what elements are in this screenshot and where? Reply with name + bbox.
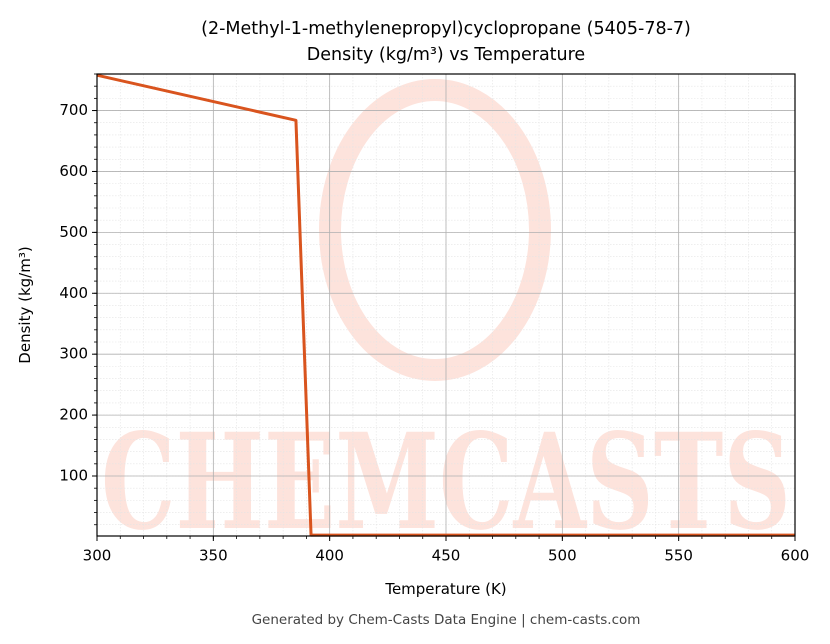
x-tick-label: 500 <box>548 547 577 565</box>
y-tick-label: 100 <box>59 467 88 485</box>
chart-subtitle: Density (kg/m³) vs Temperature <box>307 45 585 65</box>
data-line <box>96 73 795 537</box>
x-tick-label: 450 <box>432 547 461 565</box>
y-axis-label: Density (kg/m³) <box>16 246 34 363</box>
x-tick-label: 600 <box>781 547 810 565</box>
x-tick-label: 300 <box>83 547 112 565</box>
y-tick-label: 700 <box>59 101 88 119</box>
y-tick-label: 200 <box>59 406 88 424</box>
x-tick-label: 350 <box>199 547 228 565</box>
plot-frame <box>96 73 796 537</box>
x-tick-label: 550 <box>664 547 693 565</box>
y-tick-label: 500 <box>59 223 88 241</box>
y-tick-label: 600 <box>59 162 88 180</box>
y-tick-label: 400 <box>59 284 88 302</box>
x-axis-label: Temperature (K) <box>384 580 506 598</box>
x-tick-label: 400 <box>315 547 344 565</box>
footer: Generated by Chem-Casts Data Engine | ch… <box>252 612 641 628</box>
y-tick-label: 300 <box>59 345 88 363</box>
chart-title: (2-Methyl-1-methylenepropyl)cyclopropane… <box>201 19 691 39</box>
